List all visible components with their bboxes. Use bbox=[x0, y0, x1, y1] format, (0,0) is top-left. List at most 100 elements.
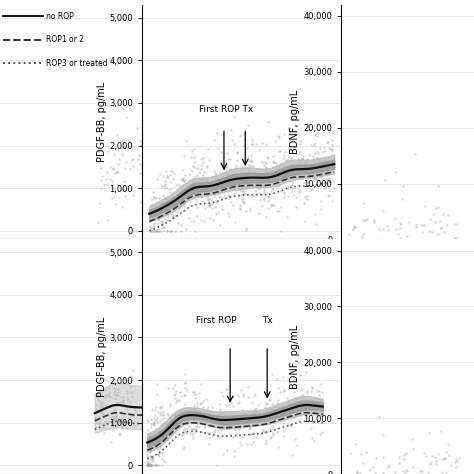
Point bbox=[369, 463, 376, 471]
Point bbox=[263, 182, 271, 190]
Point bbox=[411, 150, 419, 158]
Point bbox=[167, 415, 174, 422]
Point bbox=[146, 452, 154, 460]
Point bbox=[192, 196, 200, 203]
Point bbox=[166, 227, 174, 235]
Point bbox=[286, 156, 294, 164]
Point bbox=[303, 195, 311, 202]
Point bbox=[164, 216, 172, 223]
Point bbox=[292, 203, 300, 211]
Point bbox=[193, 399, 201, 407]
Point bbox=[296, 371, 304, 378]
Point bbox=[317, 166, 325, 173]
Point bbox=[301, 395, 309, 403]
Point bbox=[218, 205, 226, 213]
Point bbox=[160, 201, 167, 208]
Point bbox=[211, 177, 219, 184]
Point bbox=[206, 433, 214, 441]
Point bbox=[93, 393, 101, 401]
Point bbox=[225, 155, 232, 163]
Point bbox=[127, 388, 134, 396]
Point bbox=[297, 173, 304, 181]
Point bbox=[318, 388, 326, 396]
Point bbox=[303, 192, 310, 200]
Point bbox=[111, 185, 118, 193]
Point bbox=[113, 131, 120, 139]
Point bbox=[162, 201, 170, 208]
Point bbox=[108, 420, 116, 428]
Point bbox=[263, 416, 271, 424]
Point bbox=[151, 442, 159, 450]
Point bbox=[243, 416, 251, 424]
Point bbox=[136, 151, 143, 159]
Point bbox=[322, 167, 329, 175]
Point bbox=[101, 386, 109, 393]
Point bbox=[174, 205, 182, 213]
Point bbox=[146, 447, 153, 455]
Point bbox=[259, 175, 267, 182]
Point bbox=[183, 386, 191, 394]
Point bbox=[229, 201, 237, 209]
Point bbox=[284, 192, 292, 200]
Point bbox=[202, 183, 210, 191]
Point bbox=[262, 417, 269, 425]
Point bbox=[160, 223, 168, 230]
Point bbox=[95, 199, 103, 207]
Point bbox=[223, 446, 231, 454]
Point bbox=[274, 444, 282, 451]
Point bbox=[128, 156, 135, 164]
Point bbox=[276, 148, 283, 155]
Point bbox=[234, 392, 242, 400]
Point bbox=[166, 172, 174, 179]
Point bbox=[270, 158, 277, 165]
Point bbox=[156, 418, 164, 425]
Point bbox=[146, 438, 153, 446]
Point bbox=[254, 171, 261, 179]
Point bbox=[310, 165, 318, 173]
Point bbox=[180, 425, 187, 432]
Point bbox=[277, 407, 285, 415]
Point bbox=[101, 393, 109, 401]
X-axis label: Postmenstrual age, weeks: Postmenstrual age, weeks bbox=[177, 260, 306, 270]
Point bbox=[246, 207, 254, 214]
Point bbox=[154, 445, 162, 453]
Point bbox=[263, 153, 271, 161]
Point bbox=[190, 163, 198, 171]
Point bbox=[239, 415, 246, 423]
Point bbox=[226, 430, 234, 438]
Point bbox=[285, 124, 293, 132]
Point bbox=[247, 157, 255, 165]
Point bbox=[280, 189, 288, 196]
Point bbox=[240, 189, 247, 197]
Point bbox=[270, 158, 277, 165]
Point bbox=[123, 387, 131, 394]
Point bbox=[274, 396, 282, 403]
Point bbox=[313, 130, 320, 137]
Point bbox=[151, 406, 159, 413]
Point bbox=[279, 374, 287, 381]
Point bbox=[276, 389, 283, 396]
Point bbox=[92, 401, 100, 409]
Point bbox=[399, 182, 407, 190]
Point bbox=[157, 224, 165, 232]
Point bbox=[109, 426, 117, 434]
Point bbox=[250, 392, 258, 400]
Point bbox=[151, 427, 159, 435]
Point bbox=[115, 155, 123, 163]
Point bbox=[266, 396, 274, 404]
Point bbox=[147, 224, 155, 232]
Point bbox=[267, 188, 275, 195]
Point bbox=[432, 205, 439, 212]
Point bbox=[283, 170, 290, 178]
Point bbox=[262, 436, 270, 444]
Point bbox=[177, 431, 184, 438]
Point bbox=[241, 411, 249, 419]
Point bbox=[158, 462, 165, 469]
Point bbox=[236, 438, 244, 446]
Point bbox=[150, 436, 157, 444]
Point bbox=[157, 219, 165, 227]
Point bbox=[113, 392, 121, 399]
Point bbox=[314, 155, 322, 163]
Point bbox=[229, 433, 237, 441]
Point bbox=[425, 429, 432, 437]
